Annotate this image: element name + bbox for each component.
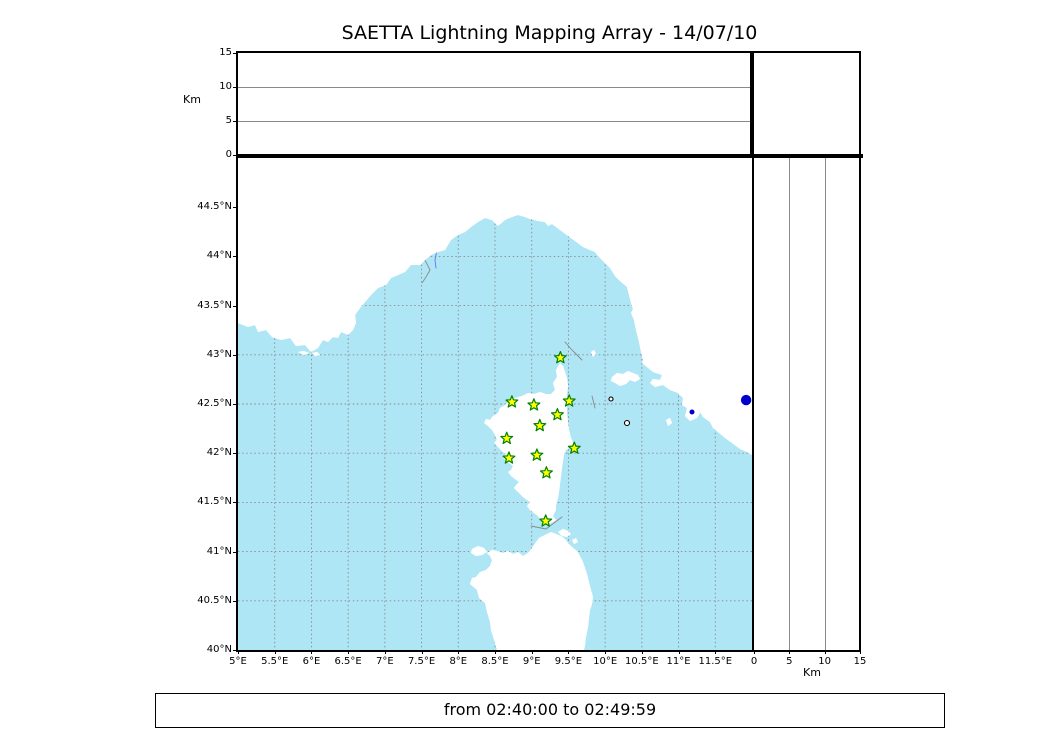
altitude-axis-label-bottom: Km: [803, 666, 821, 679]
station-marker: [539, 466, 553, 479]
lon-tick-label: 6.5°E: [334, 656, 362, 667]
alt-tick-label: 5: [225, 115, 232, 126]
lat-tick-label: 41°N: [206, 545, 232, 557]
station-marker: [505, 395, 519, 408]
lat-tick-label: 40°N: [206, 644, 232, 655]
lightning-source-layer: [740, 394, 752, 406]
alt-tick: [233, 53, 238, 54]
lon-tick-label: 11.5°E: [698, 656, 733, 667]
station-marker: [500, 431, 514, 445]
lon-tick-label: 11°E: [666, 656, 691, 667]
alt-tick: [754, 650, 755, 654]
lon-tick-label: 9°E: [522, 656, 541, 667]
alt-tick-label: 15: [853, 656, 867, 667]
lightning-source-dot: [740, 394, 752, 406]
station-marker: [567, 441, 581, 454]
lat-tick-label: 42°N: [206, 447, 232, 459]
alt-tick: [789, 650, 791, 654]
alt-tick: [233, 155, 238, 156]
lat-tick-label: 43.5°N: [197, 299, 232, 311]
station-marker: [562, 394, 576, 407]
alt-gridline: [238, 87, 750, 88]
coastline-layer: [238, 158, 752, 650]
lon-tick-label: 5.5°E: [261, 656, 289, 667]
lon-tick: [605, 650, 607, 654]
station-marker-layer: [500, 351, 581, 527]
station-marker: [553, 351, 567, 364]
alt-tick-label: 0: [750, 656, 758, 667]
station-marker: [533, 418, 547, 432]
alt-tick: [860, 650, 861, 654]
lon-tick: [348, 650, 350, 654]
lon-tick-label: 9.5°E: [554, 656, 583, 667]
panel-separator-vertical: [750, 51, 754, 652]
lon-tick: [531, 650, 533, 654]
panel-separator-horizontal: [236, 154, 863, 158]
station-marker: [527, 398, 541, 411]
lon-tick-label: 5°E: [229, 656, 247, 667]
lon-tick-label: 8.5°E: [481, 656, 509, 667]
lon-tick-label: 10°E: [593, 656, 618, 667]
lat-tick: [233, 453, 238, 455]
lon-tick: [238, 650, 239, 654]
lat-tick: [233, 650, 238, 651]
lon-tick-label: 7.5°E: [407, 656, 436, 667]
lat-tick: [233, 207, 238, 209]
station-marker: [502, 451, 516, 464]
time-range-text: from 02:40:00 to 02:49:59: [443, 700, 657, 719]
alt-tick-label: 10: [219, 81, 232, 92]
lat-tick-label: 43°N: [206, 348, 232, 360]
lon-tick: [421, 650, 423, 654]
alt-gridline: [824, 158, 826, 650]
alt-tick: [824, 650, 826, 654]
lat-tick: [233, 502, 238, 504]
plot-frame: [236, 51, 861, 652]
lon-tick: [568, 650, 570, 654]
map-panel: [238, 158, 752, 650]
alt-tick-label: 0: [225, 149, 232, 160]
sea-lines-layer: [530, 341, 596, 530]
lon-tick: [715, 650, 717, 654]
lat-tick: [233, 354, 238, 356]
lon-tick-label: 7°E: [376, 656, 394, 667]
lat-tick: [233, 305, 238, 307]
lat-tick-label: 44°N: [206, 250, 232, 262]
lat-tick-label: 44.5°N: [197, 201, 232, 213]
alt-tick-label: 10: [818, 656, 832, 667]
lon-tick: [311, 650, 313, 654]
station-marker: [539, 514, 553, 527]
alt-tick: [233, 121, 238, 122]
lon-tick: [274, 650, 276, 654]
alt-tick: [233, 87, 238, 88]
lon-tick-label: 10.5°E: [625, 656, 659, 667]
alt-tick-label: 15: [219, 47, 232, 58]
time-range-box: from 02:40:00 to 02:49:59: [155, 693, 945, 728]
lat-tick-label: 42.5°N: [197, 398, 232, 409]
lon-tick: [458, 650, 460, 654]
alt-gridline: [238, 121, 750, 122]
lat-tick: [233, 600, 238, 602]
lon-tick-label: 8°E: [449, 656, 468, 667]
lon-tick: [678, 650, 680, 654]
station-marker: [530, 448, 544, 461]
lat-tick: [233, 404, 238, 405]
lon-tick: [641, 650, 643, 654]
lat-tick-label: 41.5°N: [197, 496, 232, 508]
lon-tick: [495, 650, 496, 654]
altitude-axis-label-left: Km: [183, 93, 201, 106]
lon-tick: [384, 650, 386, 654]
alt-tick-label: 5: [786, 656, 793, 667]
lon-tick-label: 6°E: [302, 656, 321, 667]
page-title: SAETTA Lightning Mapping Array - 14/07/1…: [341, 22, 758, 44]
lat-tick-label: 40.5°N: [197, 594, 232, 606]
lat-tick: [233, 256, 238, 258]
alt-gridline: [789, 158, 791, 650]
lat-tick: [233, 551, 238, 553]
station-marker: [550, 408, 564, 421]
